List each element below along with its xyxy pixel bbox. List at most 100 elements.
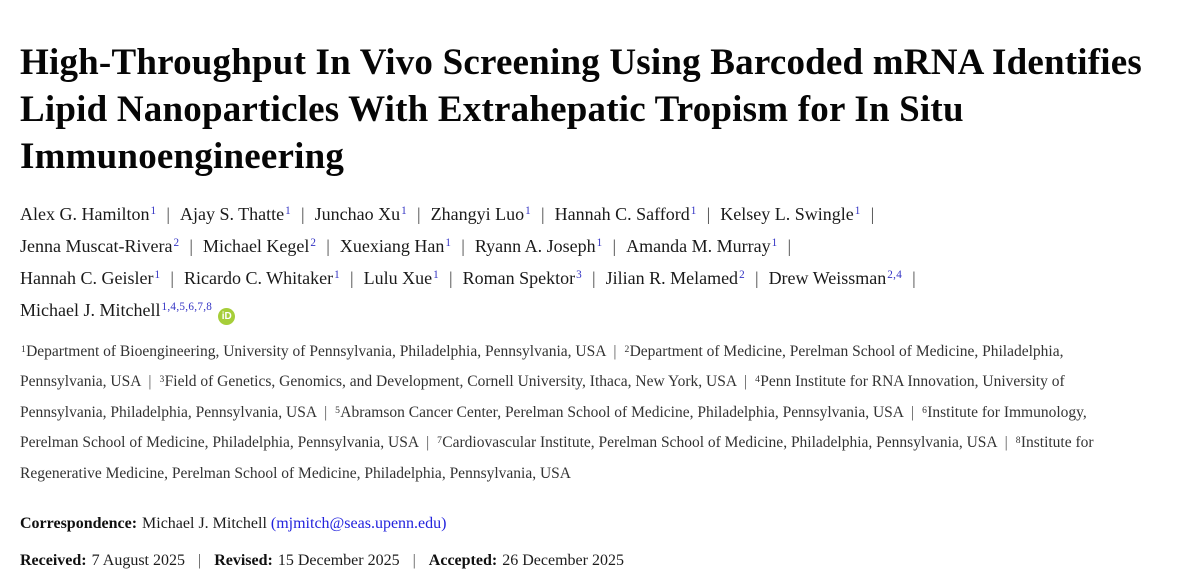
affiliation-number: 6: [922, 404, 928, 416]
author-name-text: Junchao Xu: [314, 203, 401, 224]
accepted-label: Accepted:: [428, 552, 498, 570]
author-affiliation-superscript: 1: [854, 205, 861, 218]
revised-date: 15 December 2025: [277, 552, 400, 570]
affiliation-separator: |: [744, 373, 748, 391]
author-name: Ryann A. Joseph1: [475, 236, 603, 256]
affiliation-number: 8: [1015, 435, 1021, 447]
author-name-text: Alex G. Hamilton: [20, 203, 150, 224]
author-name: Jenna Muscat-Rivera2: [20, 236, 179, 256]
affiliation-separator: |: [1004, 434, 1008, 452]
author-name-text: Jenna Muscat-Rivera: [20, 235, 173, 256]
author-name-text: Lulu Xue: [363, 267, 433, 288]
article-history: Received: 7 August 2025 | Revised: 15 Dece…: [20, 551, 1147, 571]
author-affiliation-superscript: 1: [334, 269, 340, 282]
author-separator: |: [541, 203, 545, 224]
separator-bar: |: [412, 552, 416, 570]
author-name: Ricardo C. Whitaker1: [184, 268, 340, 288]
author-separator: |: [170, 267, 174, 288]
orcid-icon[interactable]: iD: [218, 307, 236, 325]
author-affiliation-superscript: 1: [285, 205, 292, 218]
author-affiliation-superscript: 1: [525, 205, 531, 218]
author-name: Lulu Xue1: [364, 268, 439, 288]
author-name: Alex G. Hamilton1: [20, 204, 156, 224]
author-affiliation-superscript: 2,4: [887, 269, 903, 282]
author-name-text: Ryann A. Joseph: [474, 235, 596, 256]
author-name-text: Amanda M. Murray: [626, 235, 771, 256]
author-name: Junchao Xu1: [315, 204, 407, 224]
revised-label: Revised:: [214, 552, 273, 570]
affiliation-text: Cardiovascular Institute, Perelman Schoo…: [442, 434, 998, 452]
author-affiliation-superscript: 1: [445, 237, 452, 250]
affiliation-text: Institute for Regenerative Medicine, Per…: [20, 434, 1094, 482]
author-separator: |: [417, 203, 421, 224]
author-list: Alex G. Hamilton1 | Ajay S. Thatte1 | Juncha…: [20, 200, 1147, 328]
author-name: Amanda M. Murray1: [626, 236, 777, 256]
author-name: Xuexiang Han1: [340, 236, 451, 256]
author-separator: |: [326, 235, 330, 256]
article-title: High-Throughput In Vivo Screening Using …: [20, 42, 1142, 177]
author-name: Hannah C. Safford1: [555, 204, 697, 224]
author-separator: |: [166, 203, 170, 224]
author-name-text: Xuexiang Han: [339, 235, 445, 256]
correspondence-label: Correspondence:: [20, 515, 138, 533]
author-name-text: Ajay S. Thatte: [179, 203, 285, 224]
author-name-text: Kelsey L. Swingle: [720, 203, 854, 224]
author-affiliation-superscript: 1: [150, 205, 157, 218]
author-name: Zhangyi Luo1: [431, 204, 531, 224]
affiliation-text: Department of Medicine, Perelman School …: [20, 342, 1064, 391]
author-separator: |: [754, 267, 759, 288]
author-affiliation-superscript: 2: [173, 237, 180, 250]
author-affiliation-superscript: 1: [433, 269, 439, 282]
author-name: Kelsey L. Swingle1: [720, 204, 860, 224]
affiliation-text: Penn Institute for RNA Innovation, Unive…: [20, 373, 1065, 421]
author-separator: |: [612, 235, 617, 256]
affiliation-number: 5: [335, 404, 341, 416]
affiliation-number: 1: [21, 343, 27, 355]
correspondence-email-link[interactable]: (mjmitch@seas.upenn.edu): [270, 515, 447, 533]
affiliation-text: Department of Bioengineering, University…: [26, 342, 607, 360]
author-affiliation-superscript: 1,4,5,6,7,8: [161, 301, 213, 314]
affiliation-separator: |: [324, 403, 328, 421]
affiliation-separator: |: [613, 342, 617, 360]
author-name-text: Zhangyi Luo: [430, 203, 525, 224]
affiliation-separator: |: [148, 373, 152, 391]
author-affiliation-superscript: 1: [401, 205, 408, 218]
affiliations: 1Department of Bioengineering, Universit…: [20, 338, 1147, 489]
author-name: Drew Weissman2,4: [769, 268, 903, 288]
author-name-text: Michael Kegel: [202, 235, 310, 256]
author-affiliation-superscript: 1: [690, 205, 697, 218]
author-affiliation-superscript: 1: [596, 237, 603, 250]
author-name-text: Michael J. Mitchell: [20, 299, 161, 320]
author-name-text: Jilian R. Melamed: [605, 267, 739, 288]
author-separator: |: [461, 235, 465, 256]
affiliation-number: 7: [437, 435, 443, 447]
accepted-date: 26 December 2025: [502, 552, 624, 570]
author-name: Roman Spektor3: [463, 268, 582, 288]
correspondence-name: Michael J. Mitchell: [142, 515, 267, 533]
affiliation-text: Field of Genetics, Genomics, and Develop…: [164, 373, 738, 391]
author-separator: |: [706, 203, 711, 224]
received-date: 7 August 2025: [91, 552, 185, 570]
author-name: Michael Kegel2: [203, 236, 316, 256]
affiliation-number: 4: [755, 374, 761, 386]
author-name-text: Ricardo C. Whitaker: [183, 267, 334, 288]
affiliation-text: Institute for Immunology, Perelman Schoo…: [20, 403, 1087, 452]
author-affiliation-superscript: 1: [154, 269, 161, 282]
affiliation-number: 2: [624, 343, 630, 355]
affiliation-text: Abramson Cancer Center, Perelman School …: [340, 403, 904, 421]
author-name: Jilian R. Melamed2: [606, 268, 745, 288]
author-name-text: Hannah C. Safford: [554, 203, 690, 224]
author-affiliation-superscript: 3: [576, 269, 582, 282]
affiliation-separator: |: [426, 434, 430, 452]
author-affiliation-superscript: 1: [771, 237, 778, 250]
affiliation-separator: |: [911, 403, 915, 421]
received-label: Received:: [20, 552, 87, 570]
author-name: Michael J. Mitchell1,4,5,6,7,8: [20, 300, 212, 320]
author-separator: |: [591, 267, 596, 288]
correspondence-line: Correspondence: Michael J. Mitchell (mjmi…: [20, 514, 1147, 534]
author-name: Hannah C. Geisler1: [20, 268, 160, 288]
author-separator: |: [448, 267, 453, 288]
author-affiliation-superscript: 2: [739, 269, 745, 282]
author-separator: |: [912, 267, 916, 288]
